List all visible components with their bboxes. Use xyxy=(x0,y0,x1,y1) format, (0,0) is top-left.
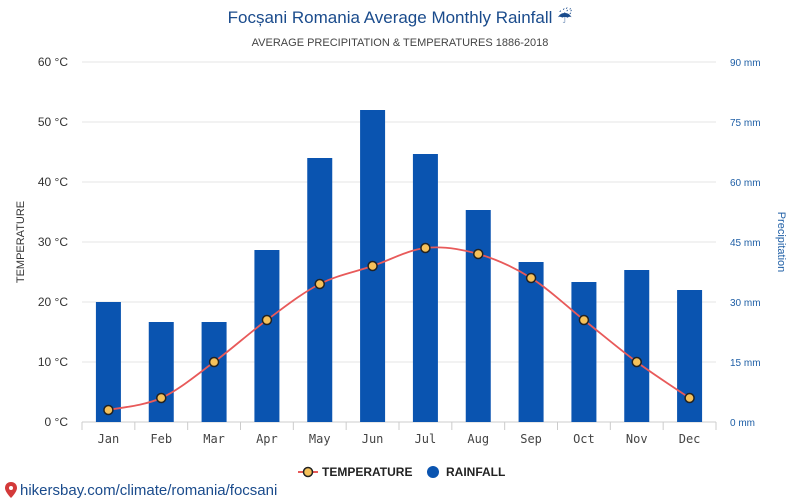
x-axis-tick-label: May xyxy=(309,432,331,446)
rainfall-bar[interactable] xyxy=(148,322,174,422)
legend-rainfall-marker xyxy=(427,466,439,478)
left-axis-title: TEMPERATURE xyxy=(15,201,27,283)
temperature-line xyxy=(108,246,691,411)
temperature-point[interactable] xyxy=(684,392,695,404)
rainfall-bar[interactable] xyxy=(571,282,597,422)
chart-subtitle: AVERAGE PRECIPITATION & TEMPERATURES 188… xyxy=(252,37,549,49)
rainfall-bar[interactable] xyxy=(307,158,333,422)
x-axis-tick-label: Sep xyxy=(520,432,542,446)
rainfall-bar[interactable] xyxy=(624,270,650,422)
left-axis-ticks: 0 °C 10 °C 20 °C 30 °C 40 °C 50 °C 60 °C xyxy=(38,55,68,429)
grid xyxy=(81,61,717,430)
source-link-group[interactable]: hikersbay.com/climate/romania/focsani xyxy=(5,482,277,499)
right-axis-tick-label: 15 mm xyxy=(730,358,761,369)
x-axis-tick-label: Jun xyxy=(362,432,384,446)
right-axis-tick-label: 75 mm xyxy=(730,118,761,129)
rainfall-bars xyxy=(95,110,703,422)
temperature-point[interactable] xyxy=(367,260,378,272)
rainfall-bar[interactable] xyxy=(518,262,544,422)
x-axis-tick-label: Mar xyxy=(203,432,225,446)
left-axis-tick-label: 50 °C xyxy=(38,115,68,129)
right-axis-tick-label: 90 mm xyxy=(730,58,761,69)
x-axis-tick-label: Oct xyxy=(573,432,595,446)
legend-temperature[interactable]: TEMPERATURE xyxy=(298,465,412,479)
temperature-point[interactable] xyxy=(525,272,537,284)
rainfall-bar[interactable] xyxy=(412,154,438,422)
legend-temperature-label: TEMPERATURE xyxy=(322,465,412,479)
temperature-line-group xyxy=(103,242,695,416)
temperature-point[interactable] xyxy=(208,356,220,368)
rainfall-bar[interactable] xyxy=(201,322,227,422)
temperature-point[interactable] xyxy=(578,314,590,326)
temperature-point[interactable] xyxy=(420,242,431,254)
temperature-point[interactable] xyxy=(314,278,325,290)
right-axis-title: Precipitation xyxy=(775,212,787,273)
legend-rainfall-label: RAINFALL xyxy=(446,465,505,479)
temperature-point[interactable] xyxy=(103,404,114,416)
right-axis-tick-label: 0 mm xyxy=(730,418,755,429)
temperature-point[interactable] xyxy=(473,248,484,260)
left-axis-tick-label: 40 °C xyxy=(38,175,68,189)
source-link[interactable]: hikersbay.com/climate/romania/focsani xyxy=(20,482,277,499)
right-axis-tick-label: 60 mm xyxy=(730,178,761,189)
legend: TEMPERATURE RAINFALL xyxy=(298,465,505,479)
legend-temperature-marker xyxy=(302,466,314,478)
x-axis-tick-label: Dec xyxy=(679,432,701,446)
rainfall-bar[interactable] xyxy=(95,302,121,422)
right-axis-tick-label: 30 mm xyxy=(730,298,761,309)
right-axis-ticks: 0 mm 15 mm 30 mm 45 mm 60 mm 75 mm 90 mm xyxy=(730,58,761,429)
x-axis-tick-label: Jul xyxy=(415,432,437,446)
left-axis-tick-label: 20 °C xyxy=(38,295,68,309)
x-axis-tick-label: Nov xyxy=(626,432,648,446)
chart-title: Focșani Romania Average Monthly Rainfall… xyxy=(228,7,573,27)
temperature-point[interactable] xyxy=(631,356,642,368)
rainfall-bar[interactable] xyxy=(254,250,280,422)
left-axis-tick-label: 0 °C xyxy=(45,415,69,429)
right-axis-tick-label: 45 mm xyxy=(730,238,761,249)
x-axis-tick-label: Jan xyxy=(98,432,120,446)
location-pin-icon xyxy=(5,482,17,498)
legend-rainfall[interactable]: RAINFALL xyxy=(427,465,505,479)
rainfall-bar[interactable] xyxy=(465,210,491,422)
temperature-point[interactable] xyxy=(156,392,167,404)
left-axis-tick-label: 10 °C xyxy=(38,355,68,369)
temperature-point[interactable] xyxy=(261,314,273,326)
x-axis-tick-label: Aug xyxy=(467,432,489,446)
left-axis-tick-label: 30 °C xyxy=(38,235,68,249)
x-axis-tick-label: Feb xyxy=(150,432,172,446)
x-axis-tick-label: Apr xyxy=(256,432,278,446)
left-axis-tick-label: 60 °C xyxy=(38,55,68,69)
x-axis-ticks: Jan Feb Mar Apr May Jun Jul Aug Sep Oct Nov Dec xyxy=(98,432,701,446)
